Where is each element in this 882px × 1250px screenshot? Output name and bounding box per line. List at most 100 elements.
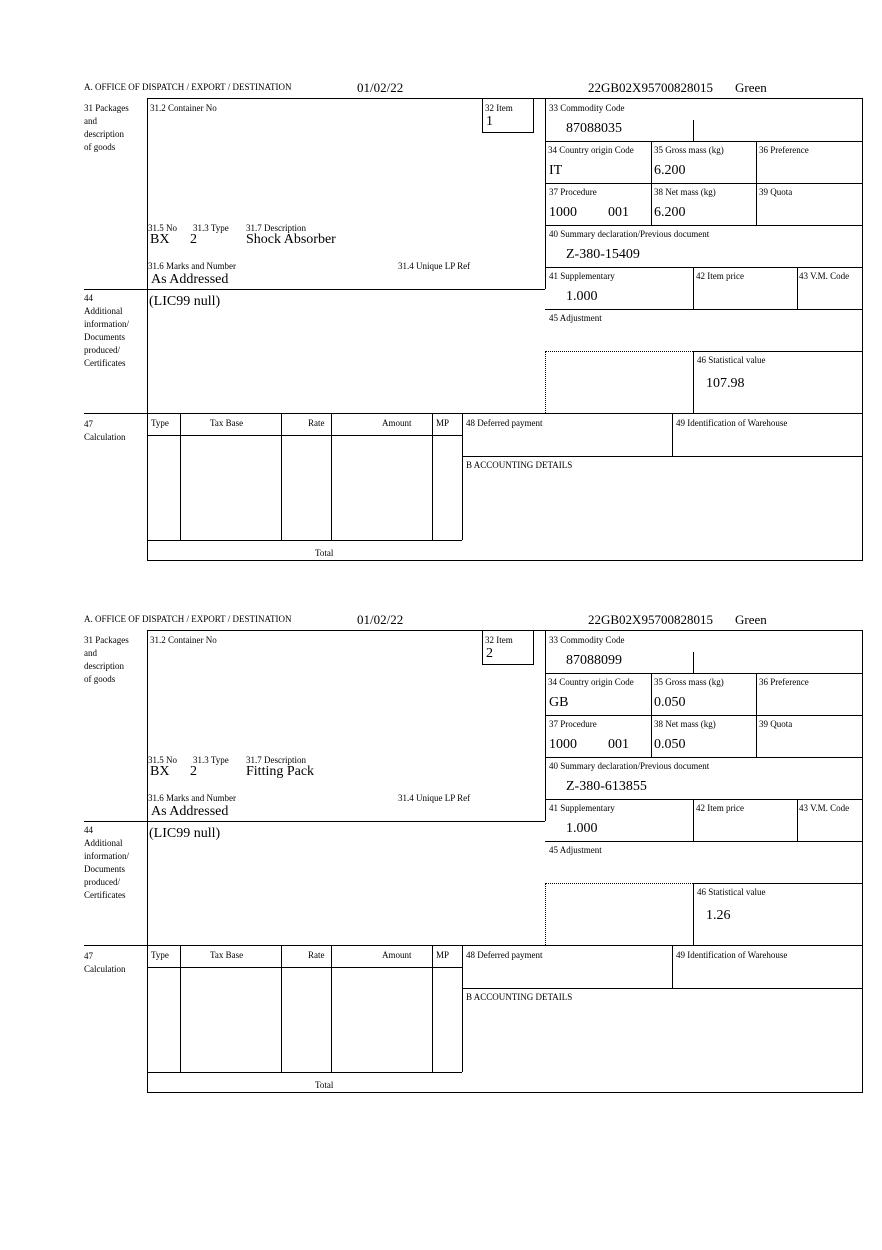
unique-ref-label: 31.4 Unique LP Ref: [398, 261, 471, 271]
vm-code-label: 43 V.M. Code: [799, 271, 850, 281]
rule: [693, 883, 694, 945]
rule: [482, 98, 483, 132]
rule: [693, 799, 694, 841]
rule: [545, 799, 862, 800]
summary-label: 40 Summary declaration/Previous document: [549, 761, 710, 771]
deferred-payment-label: 48 Deferred payment: [466, 950, 543, 960]
rule: [147, 967, 462, 968]
rule: [693, 351, 694, 413]
net-mass: 6.200: [654, 205, 686, 220]
box31-label: of goods: [84, 142, 116, 152]
declaration-date: 01/02/22: [357, 80, 404, 95]
rule: [651, 673, 652, 757]
rule: [147, 560, 863, 561]
commodity-label: 33 Commodity Code: [549, 635, 625, 645]
description-label: 31.7 Description: [246, 223, 306, 233]
item-label: 32 Item: [485, 103, 513, 113]
country-origin: IT: [549, 163, 563, 178]
calc-col-tax-base: Tax Base: [210, 418, 244, 428]
calc-col-amount: Amount: [382, 418, 412, 428]
rule: [482, 132, 534, 133]
box47-label: Calculation: [84, 432, 126, 442]
rule: [84, 821, 545, 822]
supplementary-label: 41 Supplementary: [549, 271, 615, 281]
rule: [533, 98, 534, 132]
rule: [462, 456, 862, 457]
accounting-details-label: B ACCOUNTING DETAILS: [466, 460, 573, 470]
rule: [281, 413, 282, 540]
office-label: A. OFFICE OF DISPATCH / EXPORT / DESTINA…: [84, 614, 292, 624]
previous-document: Z-380-613855: [566, 779, 647, 794]
rule: [545, 351, 546, 413]
rule: [672, 413, 673, 456]
rule: [462, 945, 463, 1072]
rule: [462, 988, 862, 989]
box44-label: information/: [84, 851, 129, 861]
warehouse-label: 49 Identification of Warehouse: [676, 418, 788, 428]
package-no-label: 31.5 No: [148, 755, 177, 765]
rule: [693, 883, 862, 884]
box44-label: produced/: [84, 877, 120, 887]
rule: [693, 351, 862, 352]
route-status: Green: [735, 80, 767, 95]
gross-mass-label: 35 Gross mass (kg): [654, 677, 724, 687]
item-number: 1: [486, 114, 493, 129]
rule: [545, 267, 862, 268]
box31-label: and: [84, 648, 97, 658]
net-mass-label: 38 Net mass (kg): [654, 187, 716, 197]
calc-col-rate: Rate: [308, 950, 325, 960]
box44-label: information/: [84, 319, 129, 329]
box31-label: 31 Packages: [84, 103, 129, 113]
package-type: 2: [190, 232, 197, 247]
declaration-reference: 22GB02X95700828015: [588, 80, 713, 95]
rule: [545, 757, 862, 758]
procedure-extra: 001: [608, 737, 629, 752]
box44-label: 44: [84, 293, 93, 303]
adjustment-label: 45 Adjustment: [549, 845, 602, 855]
goods-description: Shock Absorber: [246, 232, 336, 247]
vm-code-label: 43 V.M. Code: [799, 803, 850, 813]
package-no-label: 31.5 No: [148, 223, 177, 233]
marks-value: As Addressed: [151, 272, 229, 287]
commodity-label: 33 Commodity Code: [549, 103, 625, 113]
declaration-reference: 22GB02X95700828015: [588, 612, 713, 627]
rule: [545, 309, 862, 310]
calc-col-type: Type: [151, 950, 169, 960]
declaration-item-block: A. OFFICE OF DISPATCH / EXPORT / DESTINA…: [0, 612, 882, 1132]
rule: [545, 673, 862, 674]
supplementary-value: 1.000: [566, 821, 598, 836]
calc-col-mp: MP: [436, 950, 450, 960]
goods-description: Fitting Pack: [246, 764, 315, 779]
country-label: 34 Country origin Code: [548, 677, 634, 687]
rule: [482, 664, 534, 665]
rule: [147, 540, 462, 541]
rule: [147, 630, 148, 1092]
box44-label: Certificates: [84, 890, 126, 900]
country-label: 34 Country origin Code: [548, 145, 634, 155]
package-type-label: 31.3 Type: [193, 755, 229, 765]
rule: [545, 351, 693, 352]
calc-col-amount: Amount: [382, 950, 412, 960]
description-label: 31.7 Description: [246, 755, 306, 765]
box44-label: Documents: [84, 864, 125, 874]
calc-col-rate: Rate: [308, 418, 325, 428]
rule: [180, 945, 181, 1072]
box47-label: 47: [84, 419, 93, 429]
net-mass-label: 38 Net mass (kg): [654, 719, 716, 729]
previous-document: Z-380-15409: [566, 247, 640, 262]
rule: [331, 945, 332, 1072]
preference-label: 36 Preference: [759, 677, 809, 687]
rule: [862, 98, 863, 561]
rule: [147, 98, 862, 99]
item-label: 32 Item: [485, 635, 513, 645]
rule: [693, 120, 694, 141]
rule: [147, 630, 862, 631]
box44-label: Certificates: [84, 358, 126, 368]
rule: [147, 98, 148, 560]
rule: [331, 413, 332, 540]
rule: [797, 267, 798, 309]
office-label: A. OFFICE OF DISPATCH / EXPORT / DESTINA…: [84, 82, 292, 92]
rule: [84, 289, 545, 290]
package-type-label: 31.3 Type: [193, 223, 229, 233]
